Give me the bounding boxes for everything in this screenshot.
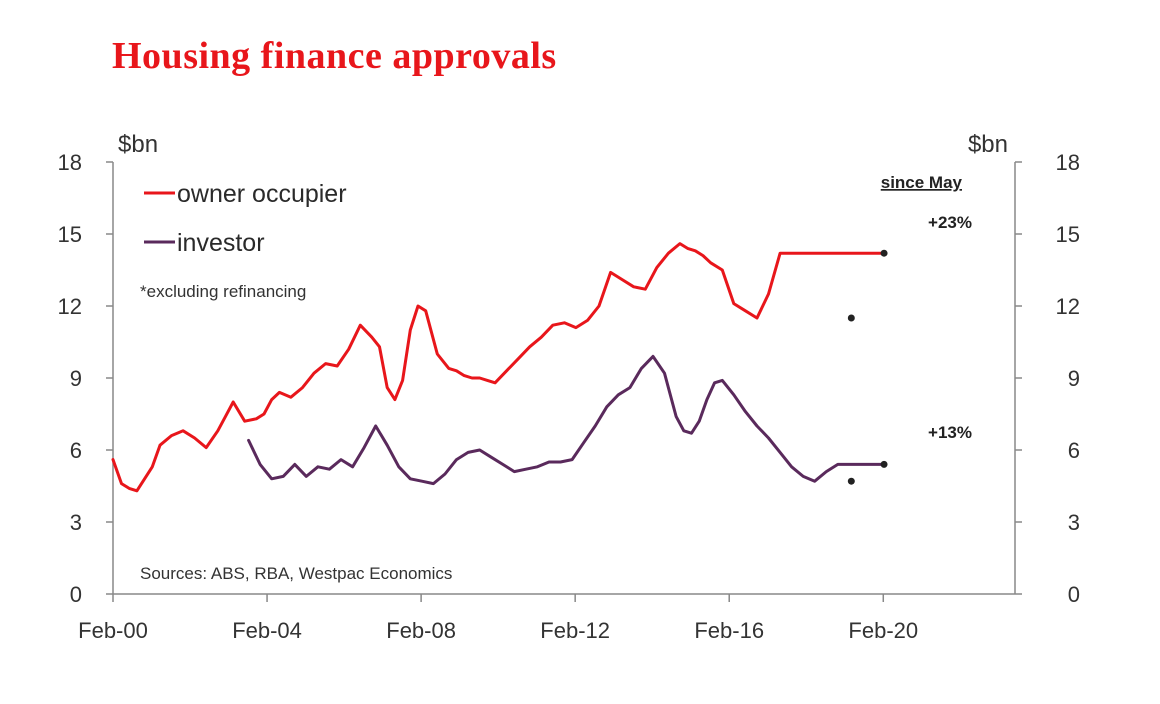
annotation-investor: +13% (928, 423, 972, 442)
x-tick-label: Feb-04 (232, 618, 302, 643)
series-line-investor (247, 354, 886, 486)
chart-title: Housing finance approvals (112, 35, 557, 77)
y-tick-label-left: 9 (70, 366, 82, 391)
legend-label: owner occupier (177, 180, 347, 208)
series-lines (111, 242, 888, 493)
series-line-owner-occupier (111, 242, 886, 493)
y-unit-left: $bn (118, 131, 158, 158)
y-tick-label-left: 0 (70, 582, 82, 607)
x-tick-label: Feb-12 (540, 618, 610, 643)
chart-note: *excluding refinancing (140, 282, 306, 301)
x-tick-label: Feb-08 (386, 618, 456, 643)
x-tick-label: Feb-20 (848, 618, 918, 643)
y-tick-label-right: 12 (1056, 294, 1080, 319)
y-tick-label-right: 0 (1068, 582, 1080, 607)
y-tick-label-left: 15 (58, 222, 82, 247)
x-tick-label: Feb-16 (694, 618, 764, 643)
y-tick-label-left: 18 (58, 150, 82, 175)
axes (106, 161, 1022, 602)
y-tick-label-right: 9 (1068, 366, 1080, 391)
y-tick-label-left: 6 (70, 438, 82, 463)
series-end-point (880, 249, 888, 257)
trough-point (847, 314, 855, 322)
annotation-header: since May (881, 173, 963, 192)
trough-point (847, 477, 855, 485)
y-tick-label-right: 18 (1056, 150, 1080, 175)
y-unit-right: $bn (968, 131, 1008, 158)
y-tick-label-right: 15 (1056, 222, 1080, 247)
y-tick-label-right: 3 (1068, 510, 1080, 535)
x-tick-label: Feb-00 (78, 618, 148, 643)
y-tick-label-right: 6 (1068, 438, 1080, 463)
chart-source: Sources: ABS, RBA, Westpac Economics (140, 564, 452, 583)
y-tick-label-left: 3 (70, 510, 82, 535)
y-tick-label-left: 12 (58, 294, 82, 319)
annotation-owner-occupier: +23% (928, 213, 972, 232)
legend-label: investor (177, 229, 265, 257)
series-end-point (880, 460, 888, 468)
legend: owner occupier investor (144, 180, 347, 257)
tick-labels: 0 0 3 3 6 6 9 9 12 12 15 15 18 18 Feb-00 Feb-04 Feb-08 Fe… (58, 150, 1080, 643)
